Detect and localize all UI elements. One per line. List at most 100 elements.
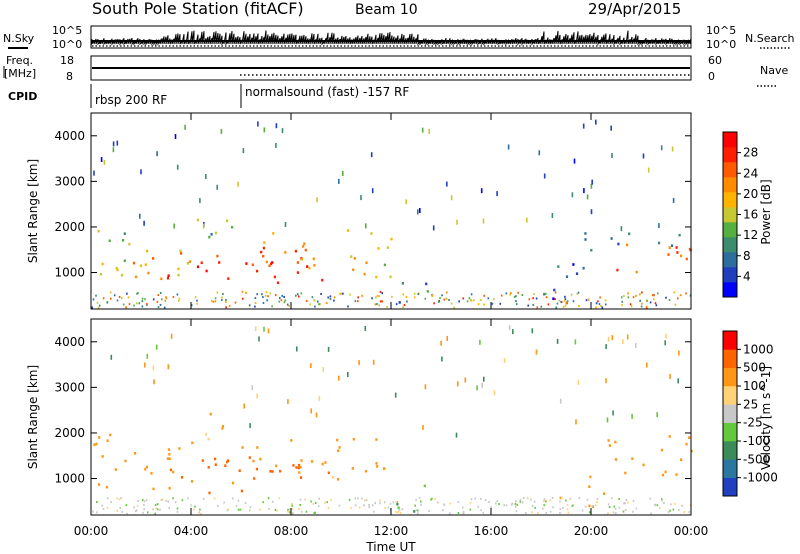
ground-scatter-cell: [363, 504, 365, 507]
ground-scatter-cell: [262, 301, 265, 304]
echo-cell: [177, 267, 180, 271]
echo-cell: [245, 262, 248, 265]
ground-scatter-cell: [143, 508, 145, 511]
velocity-panel-frame: [90, 318, 692, 516]
ground-scatter-cell: [241, 290, 244, 293]
echo-cell: [101, 262, 104, 266]
speckle-cell: [371, 188, 374, 194]
ground-scatter-cell: [473, 299, 475, 302]
colorbar-swatch: [723, 404, 737, 423]
ground-scatter-cell: [517, 291, 519, 294]
ground-scatter-cell: [533, 500, 536, 503]
ground-scatter-cell: [106, 301, 109, 304]
speckle-cell: [464, 377, 467, 383]
ground-scatter-cell: [145, 499, 148, 502]
ground-scatter-cell: [577, 291, 580, 294]
echo-cell: [300, 459, 303, 462]
ground-scatter-cell: [543, 504, 545, 507]
ground-scatter-cell: [172, 296, 175, 298]
ground-scatter-cell: [545, 511, 548, 514]
ground-scatter-cell: [627, 501, 629, 504]
echo-cell: [608, 444, 611, 447]
echo-cell: [610, 237, 613, 240]
colorbar-swatch: [723, 267, 737, 283]
ground-scatter-cell: [371, 297, 373, 300]
ground-scatter-cell: [670, 503, 672, 506]
speckle-cell: [432, 225, 435, 231]
echo-cell: [95, 442, 98, 446]
ground-scatter-cell: [383, 501, 386, 504]
freq-left-tick-low: 8: [66, 70, 73, 83]
ground-scatter-cell: [640, 305, 643, 308]
colorbar-swatch: [723, 207, 737, 223]
ground-scatter-cell: [98, 304, 101, 307]
speckle-cell: [258, 336, 260, 342]
colorbar-tick-label: 100: [743, 379, 766, 393]
ground-scatter-cell: [330, 499, 332, 501]
ground-scatter-cell: [562, 305, 565, 308]
ground-scatter-cell: [511, 502, 514, 505]
echo-cell: [214, 231, 218, 235]
ground-scatter-cell: [196, 299, 198, 302]
colorbar-tick-label: 12: [743, 228, 758, 242]
ground-scatter-cell: [305, 300, 308, 302]
y-tick-label: 3000: [54, 380, 85, 394]
x-axis-ticks: 00:00 04:00 08:00 12:00 16:00 20:00 00:00: [74, 113, 708, 538]
ground-scatter-cell: [621, 296, 623, 299]
ground-scatter-cell: [566, 508, 569, 511]
velocity-colorbar-label: Velocity [m s^-1]: [759, 366, 773, 470]
echo-cell: [190, 480, 194, 483]
ground-scatter-cell: [564, 304, 567, 307]
ground-scatter-cell: [462, 506, 464, 509]
echo-cell: [300, 258, 303, 261]
ground-scatter-cell: [513, 295, 516, 298]
ground-scatter-cell: [450, 302, 453, 305]
colorbar-swatch: [723, 331, 737, 350]
ground-scatter-cell: [552, 506, 554, 509]
echo-cell: [557, 265, 560, 268]
echo-cell: [276, 281, 280, 285]
y-tick-label: 4000: [54, 335, 85, 349]
ground-scatter-cell: [479, 298, 482, 301]
colorbar-tick-label: -100: [743, 434, 770, 448]
speckle-cell: [327, 346, 330, 352]
echo-cell: [253, 477, 256, 480]
echo-cell: [271, 470, 274, 473]
ground-scatter-cell: [439, 297, 441, 300]
ground-scatter-cell: [650, 512, 652, 515]
ground-scatter-cell: [261, 293, 263, 296]
ground-scatter-cell: [672, 508, 675, 511]
ground-scatter-cell: [531, 511, 533, 514]
echo-cell: [300, 476, 303, 479]
ground-scatter-cell: [532, 304, 535, 306]
ground-scatter-cell: [156, 508, 159, 511]
ground-scatter-cell: [176, 293, 179, 296]
echo-cell: [252, 459, 255, 463]
ground-scatter-cell: [202, 497, 205, 500]
nsky-trace: [90, 30, 691, 47]
ground-scatter-cell: [560, 497, 563, 500]
velocity-y-axis-label: Slant Range [km]: [26, 365, 40, 469]
ground-scatter-cell: [232, 497, 234, 500]
speckle-cell: [139, 213, 141, 219]
echo-cell: [279, 469, 282, 473]
speckle-cell: [156, 151, 158, 157]
ground-scatter-cell: [653, 298, 655, 301]
ground-scatter-cell: [413, 292, 416, 295]
speckle-cell: [664, 340, 666, 346]
ground-scatter-cell: [96, 501, 98, 503]
speckle-cell: [365, 223, 367, 229]
ground-scatter-cell: [381, 292, 383, 295]
echo-cell: [303, 242, 306, 245]
ground-scatter-cell: [405, 296, 408, 298]
speckle-cell: [143, 220, 145, 226]
ground-scatter-cell: [441, 294, 443, 297]
echo-cell: [614, 458, 617, 461]
ground-scatter-cell: [516, 503, 519, 506]
ground-scatter-cell: [143, 500, 146, 503]
ground-scatter-cell: [288, 511, 291, 514]
echo-cell: [337, 449, 340, 453]
echo-cell: [271, 261, 274, 264]
ground-scatter-cell: [338, 504, 341, 507]
ground-scatter-cell: [420, 500, 422, 503]
